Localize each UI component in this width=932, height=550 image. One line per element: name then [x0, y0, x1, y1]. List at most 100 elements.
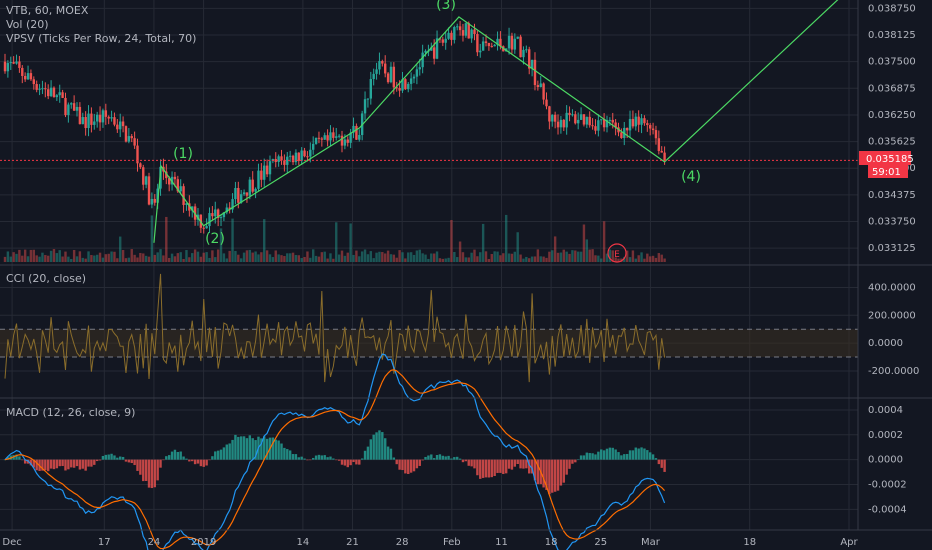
- volume-bar: [119, 236, 122, 262]
- macd-histogram-bar: [107, 454, 110, 460]
- macd-histogram-bar: [623, 454, 626, 460]
- candle-body: [248, 179, 252, 196]
- volume-bar: [153, 254, 156, 262]
- candle-body: [372, 73, 375, 80]
- macd-histogram-bar: [139, 459, 142, 475]
- macd-histogram-bar: [366, 446, 370, 460]
- macd-histogram-bar: [473, 459, 476, 469]
- volume-bar: [401, 252, 404, 262]
- candle-body: [579, 114, 583, 120]
- candle-body: [72, 103, 76, 111]
- x-tick-label: 2019: [191, 537, 216, 548]
- candle-body: [44, 88, 47, 90]
- price-tick-label: 0.034375: [868, 190, 916, 201]
- macd-histogram-bar: [556, 459, 560, 491]
- macd-histogram-bar: [553, 459, 557, 492]
- macd-histogram-bar: [484, 459, 488, 478]
- candle-body: [528, 49, 531, 69]
- volume-bar: [600, 258, 603, 262]
- volume-bar: [179, 252, 182, 262]
- candle-body: [124, 126, 128, 142]
- volume-bar: [617, 258, 620, 262]
- candle-body: [185, 203, 188, 205]
- volume-bar: [176, 253, 180, 262]
- symbol-title[interactable]: VTB, 60, MOEX: [6, 4, 89, 17]
- macd-histogram-bar: [337, 459, 341, 461]
- candle-body: [456, 26, 459, 28]
- macd-histogram-bar: [208, 459, 211, 461]
- volume-bar: [360, 251, 364, 262]
- macd-histogram-bar: [110, 453, 113, 460]
- volume-bar: [101, 257, 105, 262]
- cci-indicator-label[interactable]: CCI (20, close): [6, 272, 86, 285]
- x-tick-label: Mar: [641, 537, 661, 548]
- macd-histogram-bar: [369, 439, 373, 460]
- elliott-wave-path[interactable]: [153, 0, 849, 243]
- macd-histogram-bar: [372, 434, 375, 460]
- candle-body: [602, 119, 606, 128]
- candle-body: [317, 137, 321, 139]
- volume-bar: [467, 257, 470, 262]
- candle-body: [340, 135, 344, 146]
- candle-body: [191, 206, 194, 211]
- volume-bar: [214, 257, 217, 262]
- price-tick-label: 0.036875: [868, 83, 916, 94]
- candle-body: [634, 116, 637, 127]
- volume-bar: [634, 258, 637, 262]
- candle-body: [660, 150, 663, 153]
- volume-bar: [167, 257, 171, 262]
- volume-indicator-label[interactable]: Vol (20): [6, 18, 49, 31]
- macd-histogram-bar: [499, 459, 502, 473]
- price-tick-label: 0.036250: [868, 110, 916, 121]
- macd-histogram-bar: [162, 459, 165, 461]
- vpsv-indicator-label[interactable]: VPSV (Ticks Per Row, 24, Total, 70): [6, 32, 196, 45]
- volume-bar: [95, 254, 99, 262]
- volume-bar: [87, 251, 90, 262]
- volume-bar: [188, 257, 191, 262]
- axes: Dec 17 24 2019 14 21 28 Feb 11 18 25 Mar 18 Apr 0.0387…: [0, 3, 919, 548]
- volume-bar: [323, 251, 326, 262]
- candle-body: [499, 38, 502, 47]
- candle-body: [251, 179, 254, 192]
- macd-histogram-bar: [571, 459, 574, 464]
- macd-histogram-bar: [340, 459, 344, 465]
- candle-body: [67, 104, 70, 116]
- macd-histogram-bar: [355, 459, 358, 465]
- macd-histogram-bar: [559, 459, 563, 486]
- volume-bar: [90, 255, 93, 262]
- candle-body: [349, 132, 352, 143]
- macd-histogram-bar: [378, 430, 381, 460]
- macd-signal-line: [4, 369, 666, 550]
- macd-histogram-bar: [490, 459, 493, 478]
- macd-histogram-bar: [620, 455, 623, 460]
- volume-bar: [64, 251, 67, 262]
- candle-body: [430, 47, 433, 51]
- volume-bar: [286, 253, 289, 262]
- volume-bar: [277, 254, 280, 262]
- candle-body: [507, 35, 511, 49]
- macd-indicator-label[interactable]: MACD (12, 26, close, 9): [6, 406, 135, 419]
- macd-histogram-bar: [605, 448, 609, 460]
- macd-histogram-bar: [116, 457, 119, 460]
- volume-bar: [435, 251, 439, 262]
- cci-tick-label: 400.0000: [868, 282, 916, 293]
- macd-histogram-bar: [343, 459, 347, 466]
- candle-body: [643, 118, 646, 124]
- candle-body: [355, 125, 358, 140]
- macd-histogram-bar: [551, 459, 554, 493]
- candle-body: [98, 114, 102, 123]
- macd-histogram-bar: [133, 459, 136, 466]
- volume-bar: [404, 258, 407, 262]
- volume-bar: [280, 255, 283, 262]
- earnings-marker[interactable]: E: [607, 243, 627, 263]
- candle-body: [49, 87, 53, 97]
- candle-body: [384, 63, 387, 74]
- volume-bar: [306, 251, 309, 262]
- macd-histogram-bar: [93, 459, 96, 465]
- candle-body: [461, 30, 465, 36]
- candle-body: [332, 132, 335, 138]
- candle-body: [329, 132, 332, 141]
- candle-body: [242, 192, 246, 195]
- volume-bar: [107, 253, 110, 262]
